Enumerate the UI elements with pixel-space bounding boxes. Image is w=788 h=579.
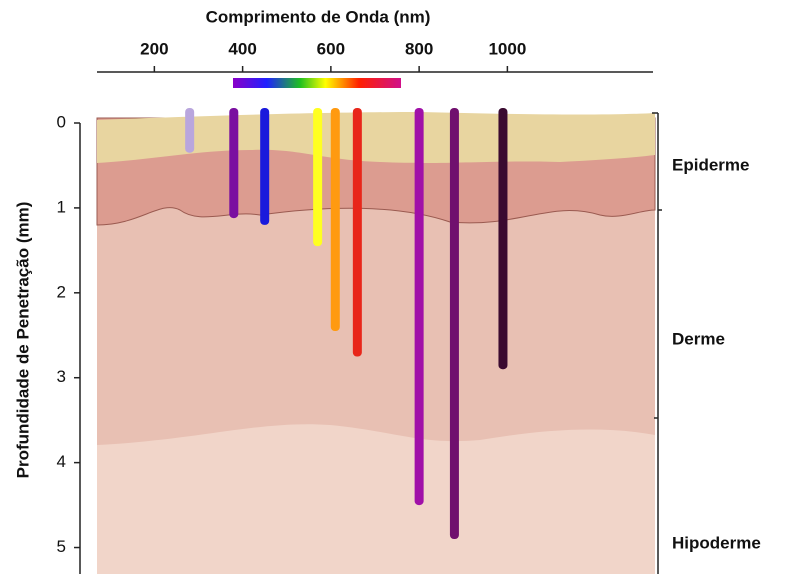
layer-label: Derme [672,329,725,348]
spectrum-bar [233,78,401,88]
chart-title: Comprimento de Onda (nm) [206,7,431,26]
bar [415,108,424,505]
x-tick-label: 800 [405,39,433,58]
layer-label: Hipoderme [672,533,761,552]
x-tick-label: 600 [317,39,345,58]
bar [313,108,322,246]
x-tick-label: 200 [140,39,168,58]
bar [331,108,340,331]
x-tick-label: 1000 [488,39,526,58]
bar [185,108,194,153]
layer-label: Epiderme [672,155,749,174]
bar [229,108,238,218]
x-tick-label: 400 [228,39,256,58]
bar [353,108,362,356]
y-tick-label: 0 [57,112,66,131]
y-tick-label: 5 [57,537,66,556]
y-tick-label: 4 [57,452,66,471]
skin-layers [97,112,655,574]
y-tick-label: 1 [57,197,66,216]
y-axis-title: Profundidade de Penetração (mm) [13,202,32,479]
bar [450,108,459,539]
y-tick-label: 2 [57,282,66,301]
chart: Comprimento de Onda (nm) Profundidade de… [0,0,788,574]
bar [260,108,269,225]
y-tick-label: 3 [57,367,66,386]
bar [498,108,507,369]
